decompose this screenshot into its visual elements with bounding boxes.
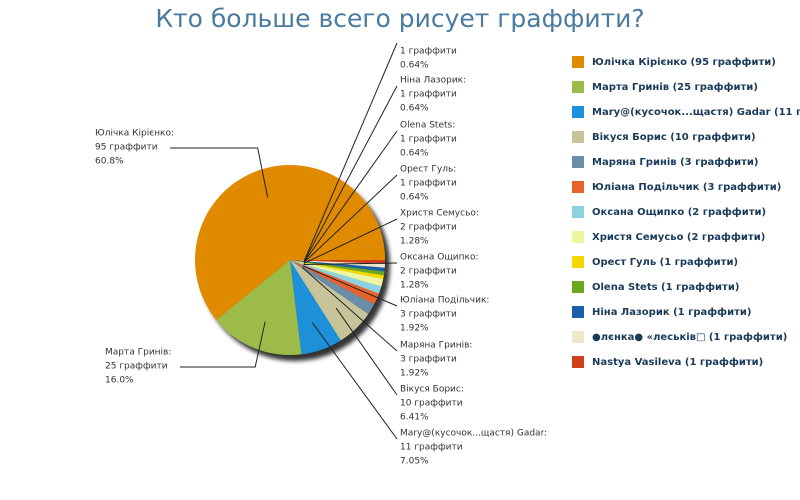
callout-name: Марта Гринів: [105,348,171,358]
pie-slice [290,260,341,355]
callout-name: Юліана Подільчик: [400,296,489,306]
leader-line [303,130,398,263]
leader-line [301,266,398,352]
pie [195,165,385,355]
legend-label: Ніна Лазорик (1 граффити) [592,306,751,318]
legend-label: Olena Stets (1 граффити) [592,281,739,293]
leader-line [303,218,398,264]
legend-swatch [572,206,584,218]
callout-percent: 16.0% [105,376,134,386]
legend-label: Вікуся Борис (10 граффити) [592,131,756,143]
callout-count: 3 граффити [400,355,457,365]
leader-line [302,265,398,307]
legend-label: Юлічка Кірієнко (95 граффити) [592,56,776,68]
callout-percent: 0.64% [400,104,429,114]
legend-swatch [572,156,584,168]
pie-slice [290,260,384,287]
legend-label: Орест Гуль (1 граффити) [592,256,738,268]
legend-swatch [572,306,584,318]
callout-count: 1 граффити [400,90,457,100]
legend-label: Nastya Vasileva (1 граффити) [592,356,763,368]
pie-slice [216,260,302,355]
callouts: Юлічка Кірієнко: 95 граффити 60.8% Марта Гр… [95,42,547,467]
legend-swatch [572,281,584,293]
pie-slice [290,260,382,294]
legend: Юлічка Кірієнко (95 граффити) Марта Грині… [572,56,800,368]
legend-swatch [572,106,584,118]
legend-label: Христя Семусьо (2 граффити) [592,231,765,243]
pie-slice [290,260,375,314]
legend-swatch [572,56,584,68]
leader-line [303,262,398,266]
callout-count: 1 граффити [400,135,457,145]
legend-swatch [572,231,584,243]
callout-percent: 0.64% [400,61,429,71]
callout-percent: 0.64% [400,149,429,159]
callout-count: 11 граффити [400,443,463,453]
pie-slice [290,260,369,341]
legend-swatch [572,181,584,193]
callout-name: Христя Семусьо: [400,209,479,219]
callout-name: Оксана Ощипко: [400,253,479,263]
callout-count: 1 граффити [400,179,457,189]
legend-swatch [572,81,584,93]
legend-swatch [572,356,584,368]
callout-count: 2 граффити [400,267,457,277]
pie-slice [290,260,385,276]
legend-label: Оксана Ощипко (2 граффити) [592,206,766,218]
callout-percent: 1.92% [400,369,429,379]
leader-line [303,42,398,262]
callout-name: Юлічка Кірієнко: [95,129,174,139]
leader-line [303,174,398,263]
callout-count: 25 граффити [105,362,168,372]
pie-slice [290,260,379,305]
legend-label: Маряна Гринів (3 граффити) [592,156,758,168]
leader-line [180,321,266,368]
legend-label: Mary@(кусочок...щастя) Gadar (11 граффит… [592,106,800,118]
callout-percent: 60.8% [95,157,124,167]
callout-count: 2 граффити [400,223,457,233]
callout-name: Mary@(кусочок...щастя) Gadar: [400,429,547,439]
callout-percent: 1.28% [400,237,429,247]
leader-line [311,322,398,440]
legend-label: Юліана Подільчик (3 граффити) [592,181,781,193]
pie-slice [290,260,385,272]
pie-slice [195,165,385,321]
callout-count: 10 граффити [400,399,463,409]
callout-name: Olena Stets: [400,121,455,131]
callout-name: Ніна Лазорик: [400,76,466,86]
callout-percent: 7.05% [400,457,429,467]
callout-percent: 1.28% [400,281,429,291]
legend-swatch [572,256,584,268]
callout-percent: 6.41% [400,413,429,423]
legend-swatch [572,131,584,143]
callout-percent: 1.92% [400,324,429,334]
callout-count: 3 граффити [400,310,457,320]
callout-name: Вікуся Борис: [400,385,464,395]
legend-swatch [572,331,584,343]
callout-name: Орест Гуль: [400,165,456,175]
callout-name: Маряна Гринів: [400,341,472,351]
legend-label: Марта Гринів (25 граффити) [592,81,758,93]
chart-title: Кто больше всего рисует граффити? [155,4,644,33]
leader-line [170,147,269,198]
leader-line [303,85,398,262]
callout-count: 1 граффити [400,47,457,57]
pie-slice [290,260,385,264]
leader-line [335,307,398,396]
legend-label: ●лєнка● «леськів□ (1 граффити) [592,331,787,343]
callout-count: 95 граффити [95,143,158,153]
callout-percent: 0.64% [400,193,429,203]
